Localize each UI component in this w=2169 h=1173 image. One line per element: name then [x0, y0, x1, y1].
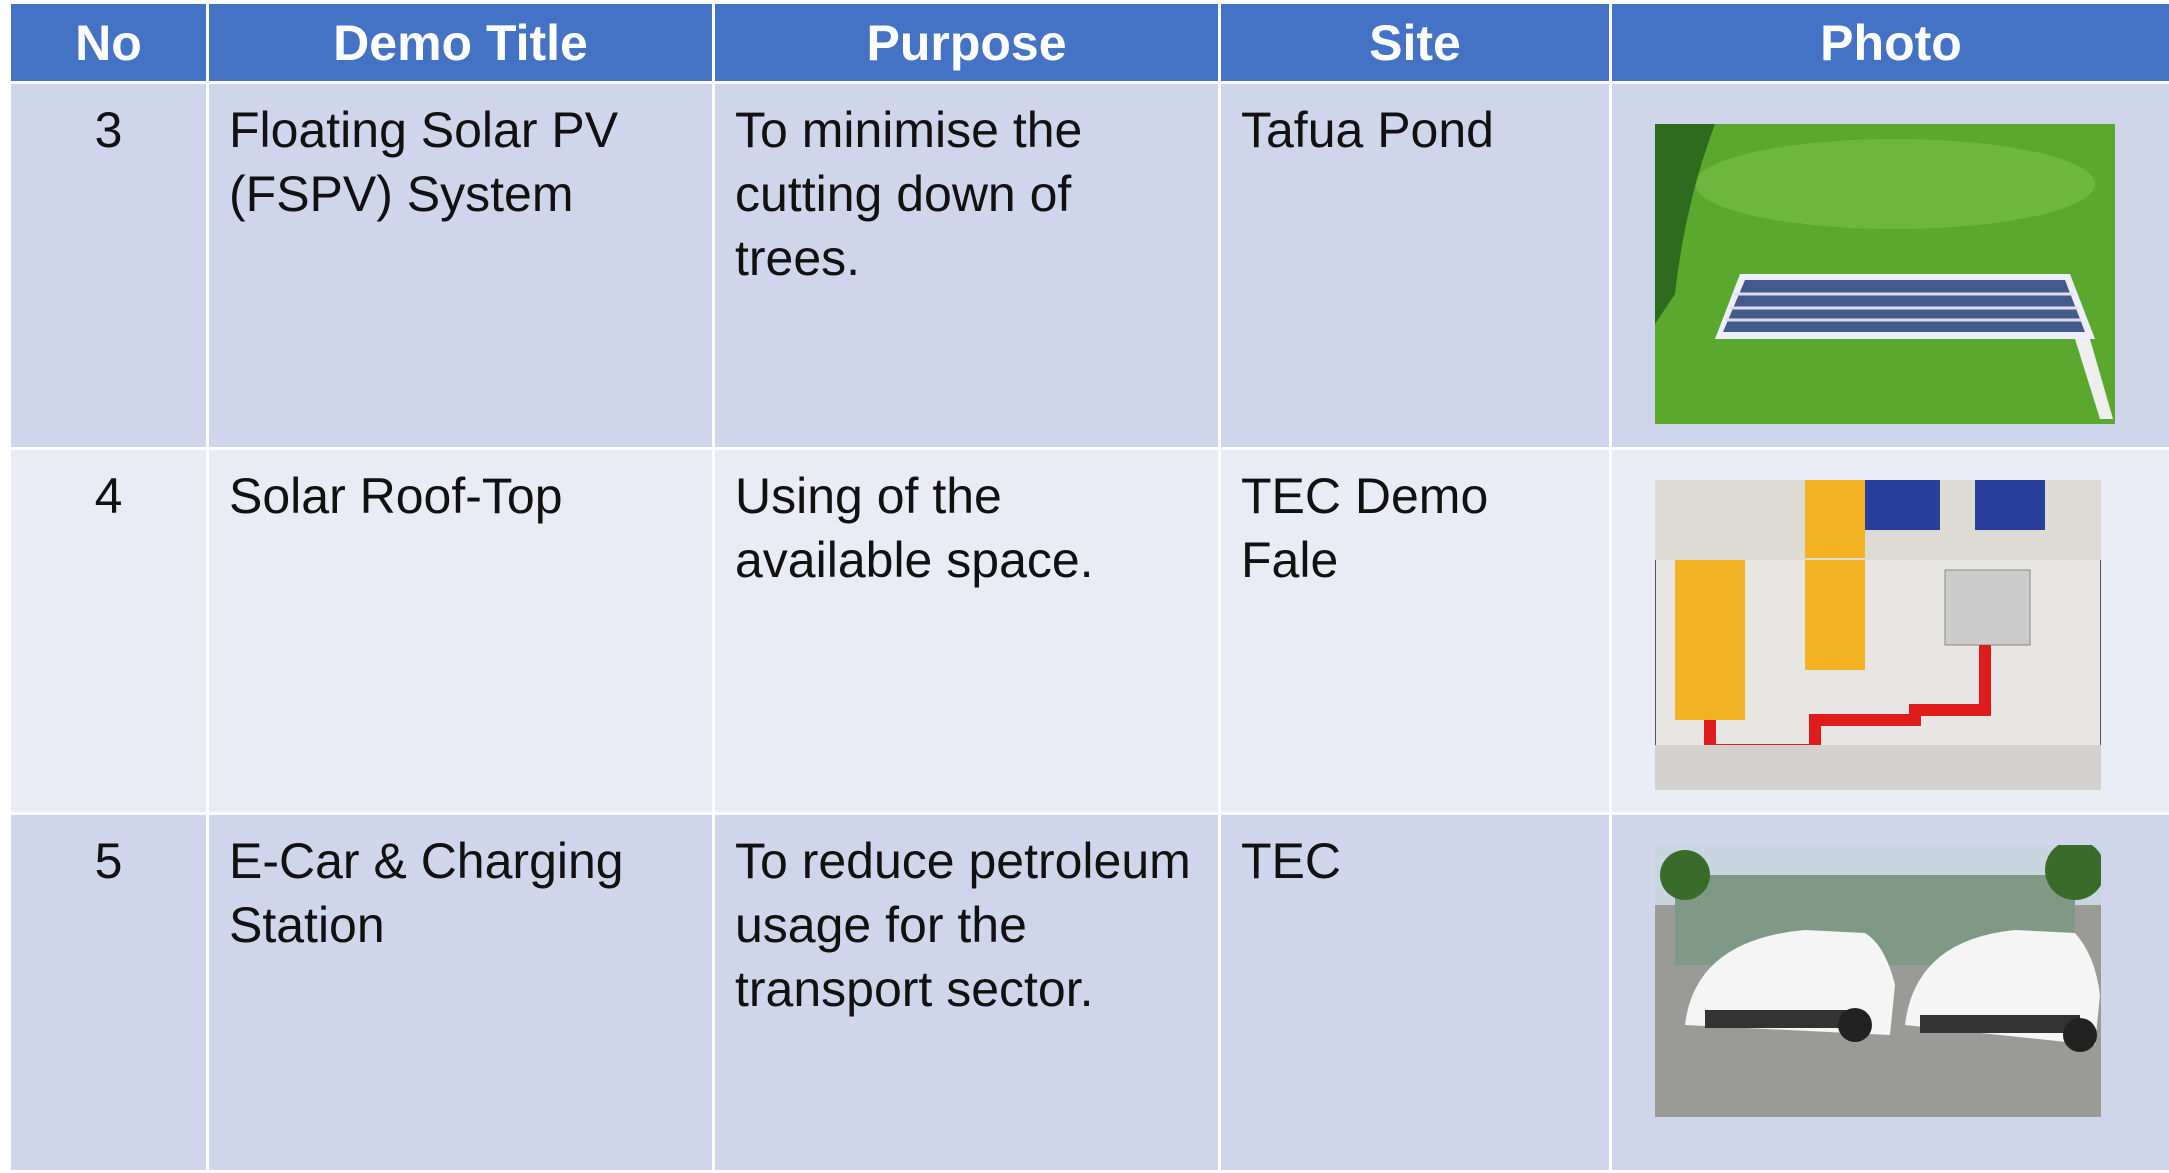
demo-title: Solar Roof-Top: [209, 450, 715, 815]
photo-floating-solar: [1655, 124, 2115, 424]
purpose: To reduce petroleum usage for the transp…: [715, 815, 1221, 1173]
header-cell: Photo: [1612, 4, 2169, 84]
photo-cell: [1612, 84, 2169, 450]
purpose: Using of the available space.: [715, 450, 1221, 815]
photo-cell: [1612, 815, 2169, 1173]
site: TEC Demo Fale: [1221, 450, 1612, 815]
header-cell: Purpose: [715, 4, 1221, 84]
site: Tafua Pond: [1221, 84, 1612, 450]
header-cell: Demo Title: [209, 4, 715, 84]
demo-title: Floating Solar PV (FSPV) System: [209, 84, 715, 450]
demo-title: E-Car & Charging Station: [209, 815, 715, 1173]
row-number: 5: [11, 815, 209, 1173]
header-cell: Site: [1221, 4, 1612, 84]
photo-e-cars: [1655, 845, 2101, 1117]
row-number: 3: [11, 84, 209, 450]
row-number: 4: [11, 450, 209, 815]
header-cell: No: [11, 4, 209, 84]
purpose: To minimise the cutting down of trees.: [715, 84, 1221, 450]
photo-solar-inverters: [1655, 480, 2101, 790]
table: No Demo Title Purpose Site Photo 3 Floating So…: [11, 4, 2169, 1173]
site: TEC: [1221, 815, 1612, 1173]
photo-cell: [1612, 450, 2169, 815]
